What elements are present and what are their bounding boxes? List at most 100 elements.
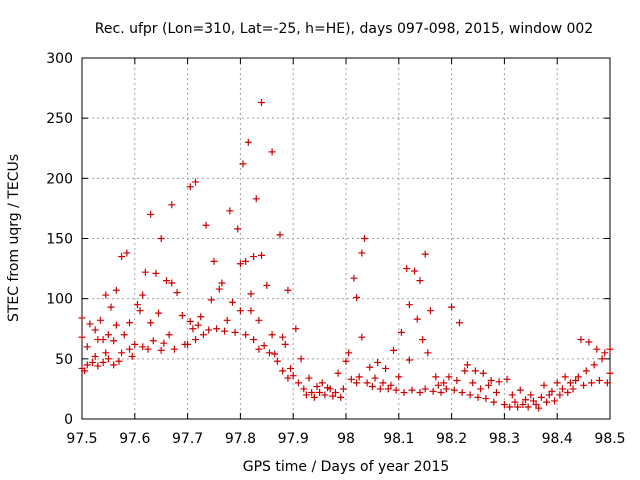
data-point — [574, 373, 582, 381]
data-point — [316, 389, 324, 397]
data-point — [387, 381, 395, 389]
data-point — [300, 385, 308, 393]
data-point — [461, 367, 469, 375]
data-point — [173, 289, 181, 297]
data-point — [543, 398, 551, 406]
data-point — [294, 379, 302, 387]
data-point — [360, 235, 368, 242]
data-point — [107, 303, 115, 311]
data-point — [94, 362, 102, 370]
data-point — [192, 178, 200, 186]
data-point — [421, 385, 429, 393]
data-point — [368, 383, 376, 391]
data-point — [218, 279, 226, 287]
data-point — [255, 345, 263, 353]
data-point — [503, 375, 511, 383]
data-point — [463, 361, 471, 369]
data-point — [239, 160, 247, 168]
data-point — [363, 379, 371, 387]
data-point — [202, 221, 210, 229]
x-tick-label: 98.2 — [436, 431, 467, 447]
data-point — [413, 315, 421, 323]
data-point — [104, 355, 112, 363]
x-tick-label: 98.3 — [489, 431, 520, 447]
data-point — [601, 349, 609, 357]
data-point — [147, 319, 155, 327]
data-point — [199, 331, 207, 339]
x-tick-label: 98.4 — [542, 431, 573, 447]
data-point — [453, 376, 461, 384]
data-point — [186, 318, 194, 326]
data-point — [595, 376, 603, 384]
data-point — [155, 309, 163, 317]
data-point — [456, 319, 464, 327]
y-tick-label: 100 — [46, 292, 73, 308]
data-point — [102, 349, 110, 357]
data-point — [91, 326, 99, 334]
data-point — [271, 350, 279, 358]
data-point — [289, 372, 297, 380]
data-point — [210, 257, 218, 265]
data-point — [136, 307, 144, 315]
data-point — [382, 364, 390, 372]
data-point — [258, 251, 266, 259]
data-point — [537, 393, 545, 401]
y-tick-label: 150 — [46, 232, 73, 248]
data-point — [519, 401, 527, 409]
data-point — [126, 345, 134, 353]
data-point — [279, 333, 287, 341]
data-point — [506, 403, 514, 411]
plot-frame — [81, 57, 611, 420]
data-point — [207, 296, 215, 304]
data-point — [268, 331, 276, 339]
data-point — [508, 391, 516, 399]
data-point — [242, 331, 250, 339]
data-point — [115, 357, 123, 365]
y-tick-label: 300 — [46, 51, 73, 67]
data-point — [99, 336, 107, 344]
data-point — [168, 201, 176, 209]
data-point — [540, 381, 548, 389]
data-point — [342, 357, 350, 365]
data-point — [469, 379, 477, 387]
data-point — [405, 356, 413, 364]
data-point — [347, 375, 355, 383]
data-points — [78, 99, 614, 412]
x-tick-label: 97.7 — [172, 431, 203, 447]
data-point — [421, 250, 429, 258]
data-point — [78, 314, 86, 322]
data-point — [397, 328, 405, 336]
data-point — [273, 357, 281, 365]
data-point — [112, 321, 120, 329]
data-point — [310, 393, 318, 401]
data-point — [131, 340, 139, 348]
data-point — [96, 316, 104, 324]
y-tick-label: 250 — [46, 111, 73, 127]
data-point — [366, 363, 374, 371]
data-point — [569, 385, 577, 393]
data-point — [334, 369, 342, 377]
data-point — [236, 307, 244, 315]
data-point — [590, 361, 598, 369]
data-point — [313, 383, 321, 391]
data-point — [535, 404, 543, 412]
y-tick-label: 0 — [64, 412, 73, 428]
data-point — [284, 286, 292, 294]
data-point — [516, 386, 524, 394]
data-point — [442, 385, 450, 393]
data-point — [234, 225, 242, 233]
data-point — [479, 369, 487, 377]
data-point — [353, 293, 361, 301]
data-point — [566, 379, 574, 387]
data-point — [284, 374, 292, 382]
data-point — [139, 291, 147, 299]
data-point — [514, 403, 522, 411]
data-point — [186, 183, 194, 191]
data-point — [123, 249, 131, 257]
data-point — [141, 268, 149, 276]
data-point — [416, 389, 424, 397]
data-point — [231, 328, 239, 336]
data-point — [149, 337, 157, 345]
